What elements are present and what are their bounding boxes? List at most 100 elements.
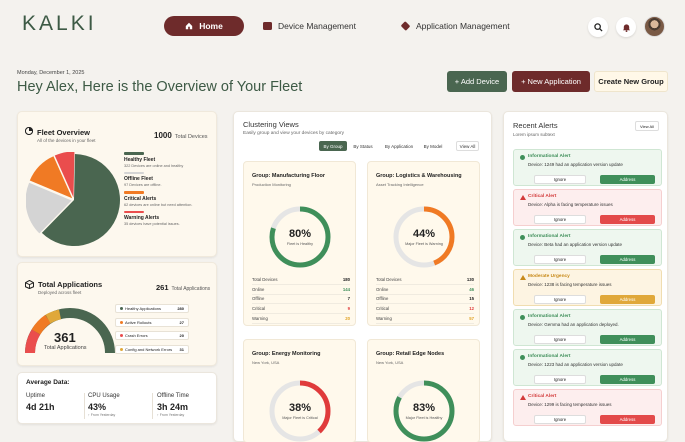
tab-by-status[interactable]: By Status (353, 143, 373, 149)
app-status-label-wrap: Config and Network Errors (120, 347, 172, 352)
search-button[interactable] (588, 17, 608, 37)
address-button[interactable]: Address (600, 295, 655, 304)
nav-app-label: Application Management (416, 21, 510, 31)
group-title: Group: Retail Edge Nodes (376, 351, 445, 357)
app-status-row[interactable]: Config and Network Errors 31 (115, 344, 189, 354)
warning-triangle-icon (520, 395, 526, 400)
alerts-view-all-button[interactable]: View All (635, 121, 659, 131)
ignore-button[interactable]: Ignore (534, 415, 586, 424)
pie-slice-offline[interactable] (26, 182, 72, 234)
ignore-button[interactable]: Ignore (534, 255, 586, 264)
nav-home[interactable]: Home (164, 16, 244, 36)
avg-cpu-label: CPU Usage (88, 393, 120, 399)
current-date: Monday, December 1, 2025 (17, 70, 85, 76)
ignore-button[interactable]: Ignore (534, 215, 586, 224)
app-status-row[interactable]: Healthy Applications 280 (115, 304, 189, 313)
alert-item[interactable]: Informational Alert Device: Beta had an a… (513, 229, 662, 266)
legend-desc: 322 Devices are online and healthy (124, 163, 184, 168)
nav-device-management[interactable]: Device Management (263, 16, 356, 36)
avg-cpu: CPU Usage 43% ↑ From Yesterday (88, 393, 120, 417)
app-status-row[interactable]: Active Rollouts 27 (115, 317, 189, 327)
group-title: Group: Energy Monitoring (252, 351, 321, 357)
legend-swatch (124, 210, 144, 213)
fleet-legend: Healthy Fleet 322 Devices are online and … (124, 152, 216, 226)
stat-row: Total Devices 180 (252, 275, 350, 285)
device-icon (263, 22, 272, 30)
address-button[interactable]: Address (600, 255, 655, 264)
tab-by-application[interactable]: By Application (384, 143, 414, 149)
legend-desc: 35 devices have potential issues. (124, 222, 180, 226)
app-status-value: 27 (179, 319, 184, 325)
stat-value: 46 (469, 286, 474, 292)
new-application-button[interactable]: + New Application (512, 71, 590, 92)
ignore-button[interactable]: Ignore (534, 295, 586, 304)
alert-item[interactable]: Moderate Urgency Device: 1238 is facing t… (513, 269, 662, 306)
fleet-pie-chart (26, 152, 120, 246)
bell-icon (622, 23, 630, 32)
tab-by-model[interactable]: By Model (423, 143, 443, 149)
stat-value: 12 (469, 306, 474, 312)
add-device-button[interactable]: + Add Device (447, 71, 507, 92)
group-card[interactable]: Group: Manufacturing Floor Production Mon… (243, 161, 356, 326)
address-button[interactable]: Address (600, 175, 655, 184)
view-all-button[interactable]: View All (456, 141, 479, 151)
cube-icon (25, 280, 34, 289)
apps-status-list: Healthy Applications 280 Active Rollouts 27… (115, 304, 189, 358)
ring-progress (269, 380, 331, 442)
stat-label: Online (376, 286, 389, 292)
ignore-button[interactable]: Ignore (534, 335, 586, 344)
alert-title: Informational Alert (528, 234, 571, 239)
stat-row: Online 46 (376, 285, 474, 295)
address-button[interactable]: Address (600, 335, 655, 344)
alert-desc: Device: 1249 had an application version … (528, 162, 623, 167)
ignore-button[interactable]: Ignore (534, 175, 586, 184)
pie-slice-critical[interactable] (29, 156, 73, 199)
group-stats: Total Devices 130 Online 46 Offline 15 Critica… (376, 275, 474, 324)
pie-slice-healthy[interactable] (41, 154, 120, 246)
alert-desc: Device: Alpha is facing temperature issu… (528, 202, 613, 207)
group-card[interactable]: Group: Energy Monitoring New York, USA 38%… (243, 339, 356, 442)
fleet-total-value: 1000 (154, 131, 172, 140)
alerts-subtitle: Lorem ipsum subtext (513, 132, 555, 137)
stat-value: 20 (345, 316, 350, 322)
group-percent: 38% (288, 402, 312, 414)
alert-item[interactable]: Informational Alert Device: Gemma had an … (513, 309, 662, 346)
page-title: Hey Alex, Here is the Overview of Your F… (17, 79, 303, 95)
avatar[interactable] (644, 16, 665, 37)
address-button[interactable]: Address (600, 375, 655, 384)
notifications-button[interactable] (616, 17, 636, 37)
legend-swatch (124, 152, 144, 155)
ignore-button[interactable]: Ignore (534, 375, 586, 384)
stat-value: 57 (469, 316, 474, 322)
alert-item[interactable]: Critical Alert Device: 1299 is facing tem… (513, 389, 662, 426)
group-ring-label: Major Fleet is Warning (405, 242, 443, 246)
app-status-label-wrap: Crash Errors (120, 333, 148, 338)
apps-total: 261 Total Applications (156, 283, 210, 292)
nav-application-management[interactable]: Application Management (400, 16, 510, 36)
address-button[interactable]: Address (600, 215, 655, 224)
group-card[interactable]: Group: Logistics & Warehousing Asset Trac… (367, 161, 480, 326)
stat-value: 9 (347, 306, 350, 312)
group-title: Group: Logistics & Warehousing (376, 173, 462, 179)
legend-desc: 97 Devices are offline. (124, 183, 162, 187)
alert-desc: Device: 1299 is facing temperature issue… (528, 402, 612, 407)
app-status-row[interactable]: Crash Errors 20 (115, 331, 189, 340)
alert-desc: Device: 1223 had an application version … (528, 362, 623, 367)
group-ring-label: Major Fleet is Healthy (405, 416, 443, 420)
alert-title: Critical Alert (528, 194, 557, 199)
alert-item[interactable]: Informational Alert Device: 1223 had an a… (513, 349, 662, 386)
stat-value: 15 (469, 296, 474, 302)
group-subtitle: New York, USA (376, 360, 404, 365)
status-dot-icon (120, 347, 123, 351)
alert-item[interactable]: Informational Alert Device: 1249 had an a… (513, 149, 662, 186)
address-button[interactable]: Address (600, 415, 655, 424)
recent-alerts-card: Recent Alerts Lorem ipsum subtext View A… (503, 111, 668, 442)
create-new-group-button[interactable]: Create New Group (594, 71, 668, 92)
alert-item[interactable]: Critical Alert Device: Alpha is facing te… (513, 189, 662, 226)
tab-by-group[interactable]: By Group (319, 141, 347, 151)
group-card[interactable]: Group: Retail Edge Nodes New York, USA 83%… (367, 339, 480, 442)
avg-uptime-value: 4d 21h (26, 402, 55, 412)
pie-slice-warning[interactable] (54, 152, 75, 198)
apps-total-label: Total Applications (171, 286, 211, 292)
divider (152, 393, 153, 419)
